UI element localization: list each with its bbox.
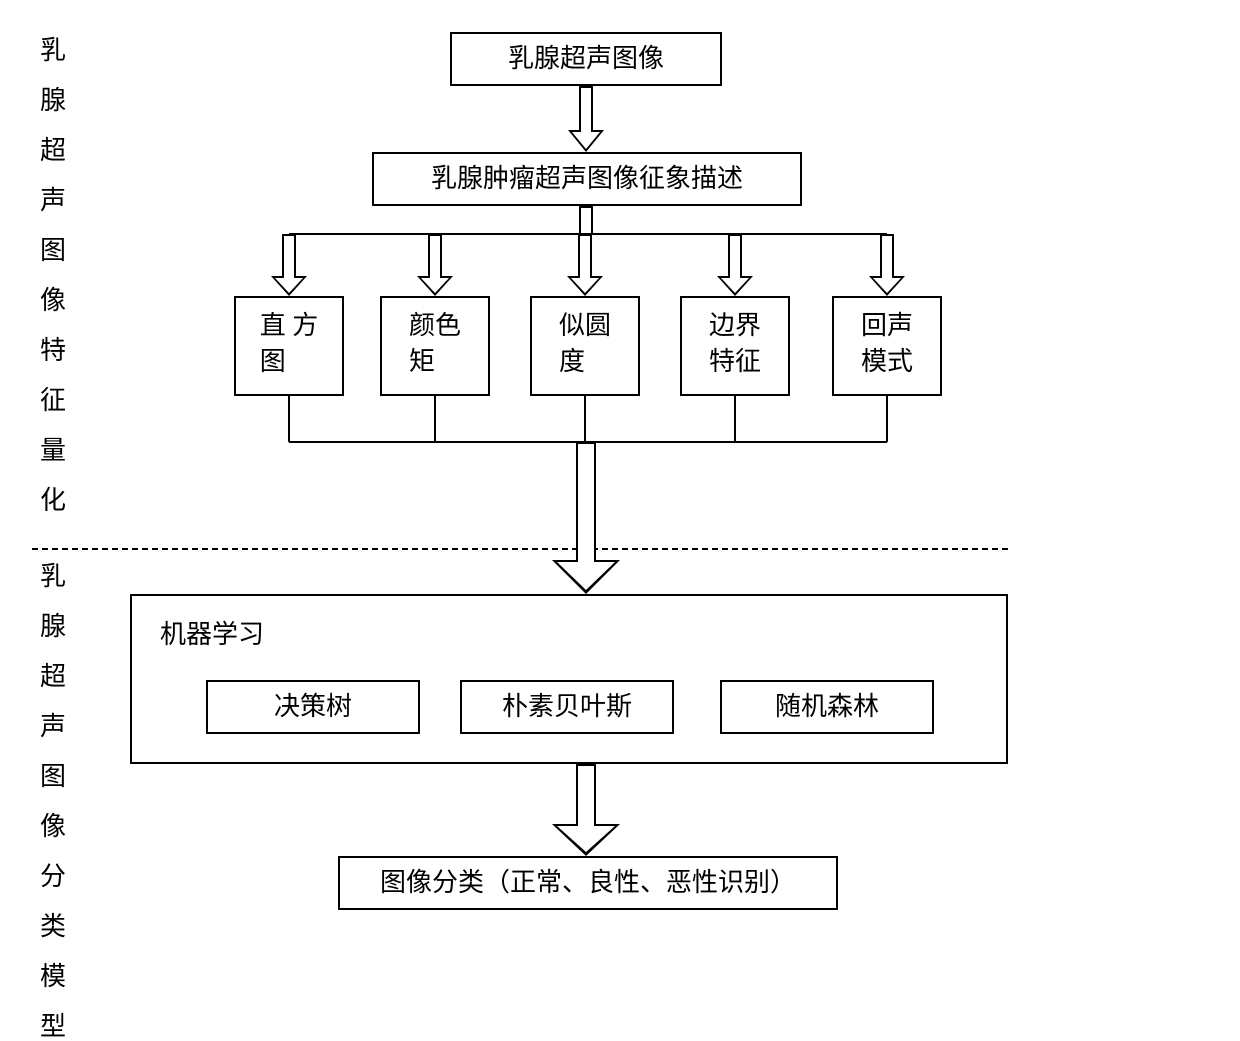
ml-random-forest: 随机森林 bbox=[720, 680, 934, 734]
output-box-label: 图像分类（正常、良性、恶性识别） bbox=[380, 865, 796, 901]
dashed-divider bbox=[32, 548, 1008, 550]
input-box: 乳腺超声图像 bbox=[450, 32, 722, 86]
feature-color-moment: 颜色 矩 bbox=[380, 296, 490, 396]
arrow-fanout-1 bbox=[271, 234, 307, 296]
feature-roundness: 似圆 度 bbox=[530, 296, 640, 396]
arrow-ml-to-output bbox=[552, 764, 620, 856]
arrow-fanout-4 bbox=[717, 234, 753, 296]
connectors bbox=[0, 0, 1240, 938]
feature-histogram: 直 方 图 bbox=[234, 296, 344, 396]
desc-box: 乳腺肿瘤超声图像征象描述 bbox=[372, 152, 802, 206]
side-label-top: 乳 腺 超 声 图 像 特 征 量 化 bbox=[38, 38, 68, 514]
arrow-fanout-5 bbox=[869, 234, 905, 296]
arrow-fanout-3 bbox=[567, 234, 603, 296]
desc-box-label: 乳腺肿瘤超声图像征象描述 bbox=[431, 161, 743, 197]
side-label-bottom: 乳 腺 超 声 图 像 分 类 模 型 bbox=[38, 564, 68, 1040]
arrow-input-to-desc bbox=[568, 86, 604, 152]
arrow-features-to-ml bbox=[552, 442, 620, 594]
feature-echo: 回声 模式 bbox=[832, 296, 942, 396]
fanout-shaft bbox=[579, 206, 593, 234]
arrow-fanout-2 bbox=[417, 234, 453, 296]
output-box: 图像分类（正常、良性、恶性识别） bbox=[338, 856, 838, 910]
feature-edge: 边界 特征 bbox=[680, 296, 790, 396]
ml-decision-tree: 决策树 bbox=[206, 680, 420, 734]
input-box-label: 乳腺超声图像 bbox=[508, 41, 664, 77]
ml-title: 机器学习 bbox=[160, 614, 264, 651]
ml-naive-bayes: 朴素贝叶斯 bbox=[460, 680, 674, 734]
